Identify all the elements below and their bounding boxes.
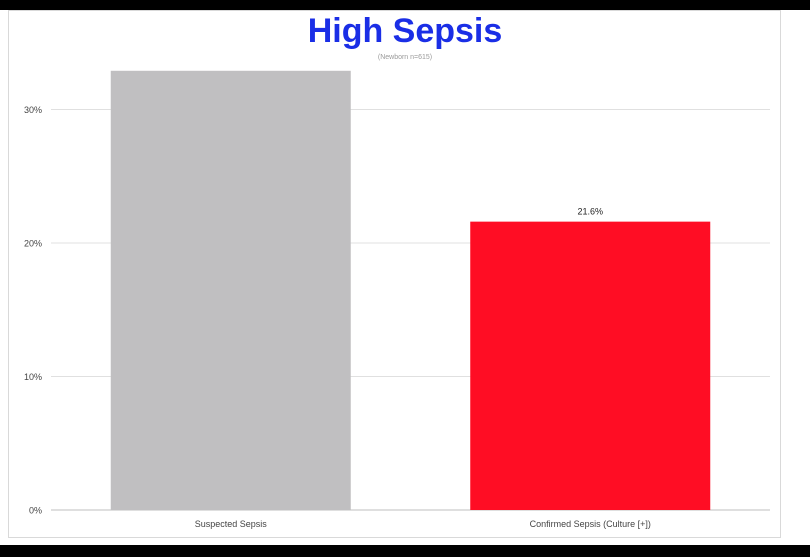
- y-tick-label: 20%: [24, 239, 42, 249]
- bar-2: [470, 221, 711, 510]
- chart-frame: [8, 10, 781, 538]
- y-tick-label: 30%: [24, 105, 42, 115]
- x-category-label: Confirmed Sepsis (Culture [+]): [530, 519, 651, 529]
- chart-subtitle: (Newborn n=615): [377, 54, 433, 61]
- y-tick-label: 10%: [24, 372, 42, 382]
- slide: High Sepsis (Newborn n=615) 0% 10% 20% 30% S…: [0, 10, 810, 545]
- bar-1: [110, 70, 351, 510]
- y-tick-label: 0%: [29, 506, 42, 516]
- data-label: 21.6%: [577, 207, 603, 217]
- x-category-label: Suspected Sepsis: [195, 519, 268, 529]
- chart-title: High Sepsis: [307, 12, 503, 50]
- chart-plot: 0% 10% 20% 30% Suspected Sepsis 21.6% Confirme…: [24, 70, 770, 529]
